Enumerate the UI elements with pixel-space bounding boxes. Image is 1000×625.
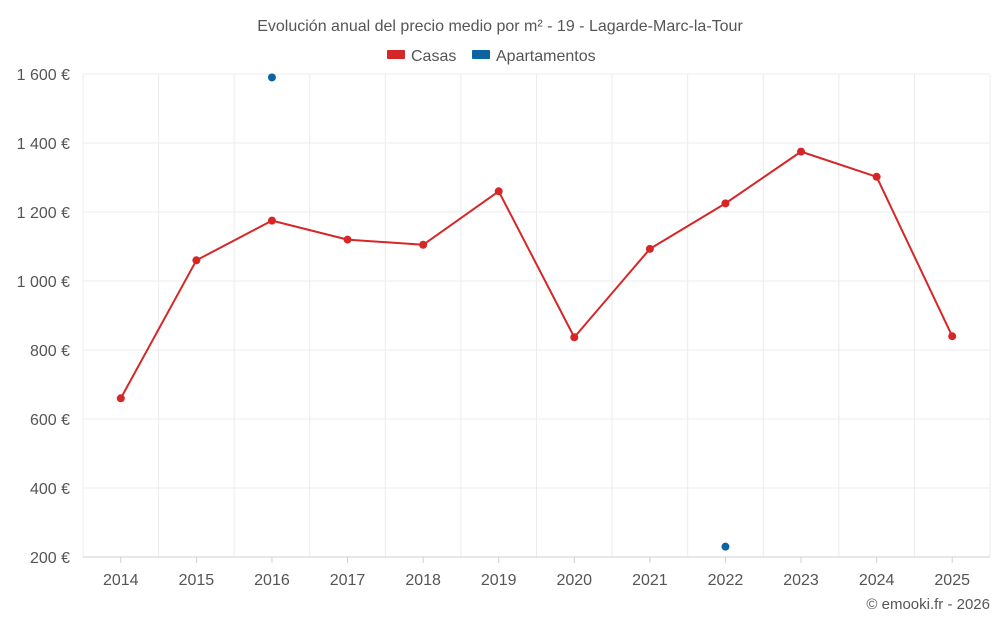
x-tick-label: 2017	[330, 572, 366, 589]
x-tick-label: 2024	[859, 572, 895, 589]
y-tick-label: 1 200 €	[17, 205, 70, 222]
data-point-casas-2024[interactable]	[872, 172, 881, 181]
y-tick-label: 1 400 €	[17, 136, 70, 153]
series-apartamentos	[267, 73, 730, 551]
x-tick-label: 2015	[179, 572, 215, 589]
data-point-casas-2014[interactable]	[116, 394, 125, 403]
legend-label-casas: Casas	[411, 48, 456, 65]
legend-label-apartamentos: Apartamentos	[496, 48, 596, 65]
y-tick-label: 1 600 €	[17, 67, 70, 84]
x-tick-label: 2014	[103, 572, 139, 589]
chart-title: Evolución anual del precio medio por m² …	[257, 18, 743, 35]
series-casas	[116, 147, 957, 403]
data-point-casas-2025[interactable]	[948, 332, 957, 341]
x-axis-ticks: 2014 2015 2016 2017 2018 2019 2020 2021 2022 2023…	[103, 557, 970, 589]
data-point-apartamentos-2022[interactable]	[721, 542, 730, 551]
x-tick-label: 2020	[556, 572, 592, 589]
data-point-casas-2021[interactable]	[645, 244, 654, 253]
y-tick-label: 400 €	[30, 481, 70, 498]
series-line-casas	[119, 150, 954, 399]
data-point-casas-2016[interactable]	[267, 216, 276, 225]
y-tick-label: 600 €	[30, 412, 70, 429]
y-tick-label: 200 €	[30, 550, 70, 567]
x-tick-label: 2021	[632, 572, 668, 589]
data-point-casas-2022[interactable]	[721, 199, 730, 208]
data-point-casas-2023[interactable]	[797, 147, 806, 156]
y-axis-ticks: 200 € 400 € 600 € 800 € 1 000 € 1 200 € 1 400 …	[17, 67, 70, 567]
series-layer	[116, 73, 957, 551]
legend-swatch-casas	[387, 50, 405, 59]
y-tick-label: 800 €	[30, 343, 70, 360]
data-point-casas-2017[interactable]	[343, 235, 352, 244]
x-tick-label: 2022	[708, 572, 744, 589]
x-tick-label: 2018	[405, 572, 441, 589]
credit-text: © emooki.fr - 2026	[866, 596, 990, 613]
x-tick-label: 2019	[481, 572, 517, 589]
data-point-casas-2015[interactable]	[192, 256, 201, 265]
data-point-casas-2019[interactable]	[494, 187, 503, 196]
data-point-casas-2018[interactable]	[419, 240, 428, 249]
x-tick-label: 2016	[254, 572, 290, 589]
x-gridlines	[82, 74, 991, 557]
data-point-casas-2020[interactable]	[570, 333, 579, 342]
legend-item-casas[interactable]: Casas	[387, 48, 456, 65]
legend: Casas Apartamentos	[387, 48, 596, 65]
legend-swatch-apartamentos	[472, 50, 490, 59]
data-point-apartamentos-2016[interactable]	[267, 73, 276, 82]
x-tick-label: 2023	[783, 572, 819, 589]
legend-item-apartamentos[interactable]: Apartamentos	[472, 48, 596, 65]
y-tick-label: 1 000 €	[17, 274, 70, 291]
x-tick-label: 2025	[934, 572, 970, 589]
